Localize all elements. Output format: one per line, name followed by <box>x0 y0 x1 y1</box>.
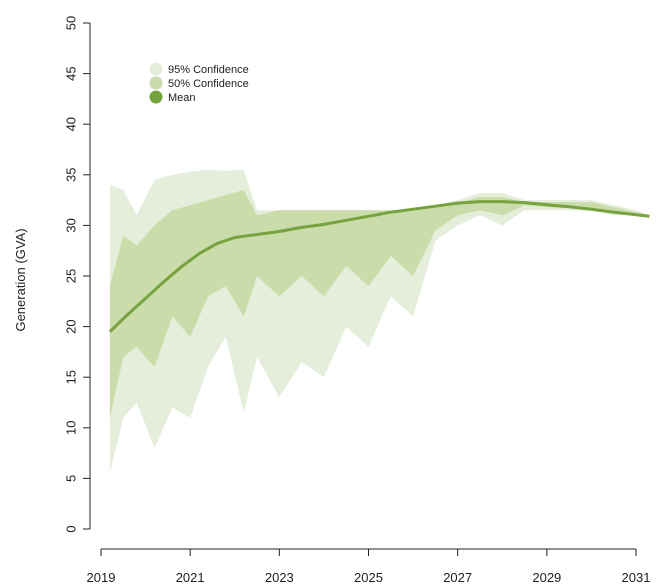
y-tick-label: 15 <box>64 370 79 384</box>
y-tick-label: 5 <box>64 475 79 482</box>
y-tick-label: 20 <box>64 319 79 333</box>
legend-swatch <box>149 76 163 90</box>
x-tick-label: 2031 <box>622 570 651 585</box>
confidence-bands <box>109 169 650 474</box>
y-tick-label: 25 <box>64 269 79 283</box>
legend: 95% Confidence 50% Confidence Mean <box>149 62 249 104</box>
y-tick-label: 35 <box>64 168 79 182</box>
legend-label: 50% Confidence <box>168 78 249 90</box>
legend-label: Mean <box>168 92 196 104</box>
band-50-confidence <box>109 190 650 418</box>
x-tick-label: 2029 <box>532 570 561 585</box>
y-tick-label: 30 <box>64 218 79 232</box>
x-tick-label: 2021 <box>176 570 205 585</box>
x-tick-label: 2027 <box>443 570 472 585</box>
y-tick-label: 45 <box>64 66 79 80</box>
legend-label: 95% Confidence <box>168 64 249 76</box>
y-axis-title: Generation (GVA) <box>13 228 28 331</box>
x-tick-label: 2023 <box>265 570 294 585</box>
y-tick-label: 50 <box>64 16 79 30</box>
y-tick-label: 10 <box>64 421 79 435</box>
x-tick-label: 2025 <box>354 570 383 585</box>
legend-swatch <box>149 90 163 104</box>
y-tick-label: 0 <box>64 525 79 532</box>
y-axis: 0 5 10 15 20 25 30 35 40 45 50 <box>64 16 91 533</box>
x-tick-label: 2019 <box>87 570 116 585</box>
mean-line <box>108 200 650 333</box>
x-axis: 2019 2021 2023 2025 2027 2029 2031 <box>87 548 651 585</box>
legend-swatch <box>149 62 163 76</box>
y-tick-label: 40 <box>64 117 79 131</box>
mean-layer <box>108 200 650 333</box>
